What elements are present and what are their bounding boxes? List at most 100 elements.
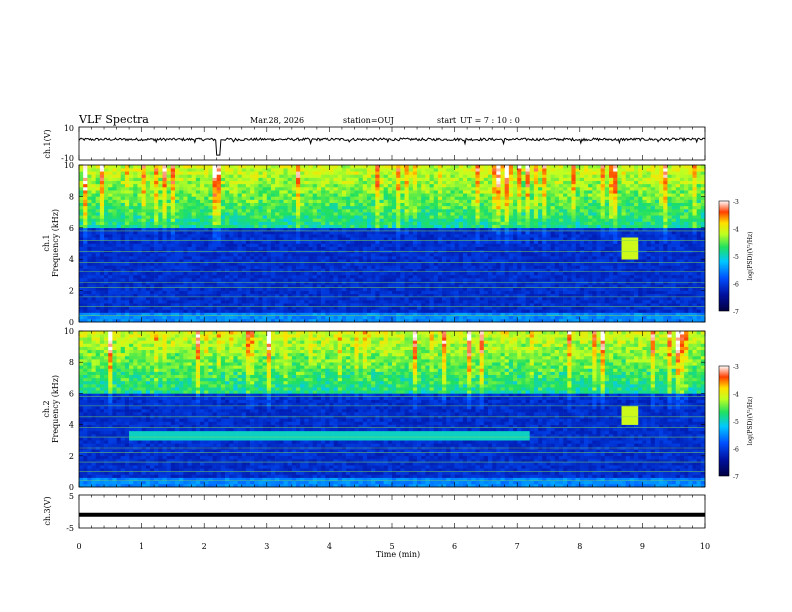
spectrogram-cell <box>366 199 372 203</box>
spectrogram-cell <box>174 296 180 301</box>
spectrogram-cell <box>245 196 251 200</box>
spectrogram-cell <box>421 205 426 210</box>
spectrogram-cell <box>462 237 468 241</box>
spectrogram-cell <box>245 165 251 169</box>
spectrogram-cell <box>279 278 284 282</box>
spectrogram-cell <box>425 212 430 216</box>
spectrogram-cell <box>333 284 339 288</box>
spectrogram-cell <box>475 212 480 216</box>
spectrogram-cell <box>149 177 155 181</box>
spectrogram-cell <box>387 300 393 304</box>
spectrogram-cell <box>237 193 243 197</box>
spectrogram-cell <box>454 312 460 317</box>
spectrogram-cell <box>245 221 251 225</box>
spectrogram-cell <box>429 309 435 313</box>
spectrogram-cell <box>179 271 184 276</box>
spectrogram-cell <box>225 243 230 247</box>
spectrogram-cell <box>471 293 476 298</box>
spectrogram-cell <box>87 296 92 301</box>
spectrogram-cell <box>325 274 330 279</box>
spectrogram-cell <box>91 284 96 288</box>
spectrogram-cell <box>379 306 384 310</box>
spectrogram-cell <box>379 218 384 222</box>
spectrogram-cell <box>387 240 393 244</box>
spectrogram-cell <box>145 196 151 200</box>
spectrogram-cell <box>429 271 435 276</box>
spectrogram-cell <box>350 230 355 235</box>
spectrogram-cell <box>158 243 163 247</box>
spectrogram-cell <box>354 256 359 260</box>
spectrogram-cell <box>237 259 243 263</box>
spectrogram-cell <box>120 234 126 238</box>
spectrogram-cell <box>404 309 409 313</box>
spectrogram-cell <box>266 212 272 216</box>
spectrogram-cell <box>366 309 372 313</box>
spectrogram-cell <box>316 177 322 181</box>
spectrogram-cell <box>225 246 230 251</box>
spectrogram-cell <box>166 212 172 216</box>
spectrogram-cell <box>350 234 355 238</box>
spectrogram-cell <box>442 306 447 310</box>
spectrogram-cell <box>387 243 393 247</box>
spectrogram-cell <box>141 205 147 210</box>
spectrogram-cell <box>446 224 451 229</box>
spectrogram-cell <box>237 262 243 266</box>
spectrogram-cell <box>108 293 113 298</box>
spectrogram-cell <box>166 180 172 185</box>
spectrogram-cell <box>270 171 276 175</box>
spectrogram-cell <box>483 274 489 279</box>
spectrogram-cell <box>421 306 426 310</box>
spectrogram-cell <box>158 212 163 216</box>
spectrogram-cell <box>183 208 188 213</box>
spectrogram-cell <box>149 174 155 178</box>
spectrogram-cell <box>450 300 455 304</box>
spectrogram-cell <box>442 168 447 172</box>
spectrogram-cell <box>479 174 485 178</box>
spectrogram-cell <box>300 265 305 269</box>
spectrogram-cell <box>91 315 96 320</box>
spectrogram-cell <box>258 278 263 282</box>
spectrogram-cell <box>467 306 472 310</box>
spectrogram-cell <box>200 309 205 313</box>
spectrogram-cell <box>266 171 272 175</box>
spectrogram-cell <box>266 265 272 269</box>
spectrogram-cell <box>383 271 389 276</box>
spectrogram-cell <box>283 240 288 244</box>
spectrogram-cell <box>170 243 176 247</box>
spectrogram-cell <box>404 300 409 304</box>
spectrogram-cell <box>387 303 393 307</box>
spectrogram-cell <box>408 262 414 266</box>
spectrogram-cell <box>425 278 430 282</box>
spectrogram-cell <box>483 252 489 257</box>
spectrogram-cell <box>216 315 222 320</box>
spectrogram-cell <box>162 237 167 241</box>
spectrogram-cell <box>446 259 451 263</box>
spectrogram-cell <box>308 177 313 181</box>
spectrogram-cell <box>233 224 238 229</box>
spectrogram-cell <box>79 224 84 229</box>
spectrogram-cell <box>91 278 96 282</box>
spectrogram-cell <box>95 240 101 244</box>
spectrogram-cell <box>112 296 117 301</box>
spectrogram-cell <box>212 196 218 200</box>
spectrogram-cell <box>296 287 301 291</box>
spectrogram-cell <box>383 268 389 273</box>
spectrogram-cell <box>79 262 84 266</box>
spectrogram-cell <box>383 224 389 229</box>
spectrogram-cell <box>437 208 443 213</box>
spectrogram-cell <box>325 186 330 191</box>
spectrogram-cell <box>358 215 364 219</box>
spectrogram-cell <box>266 215 272 219</box>
spectrogram-cell <box>296 230 301 235</box>
spectrogram-cell <box>446 262 451 266</box>
spectrogram-cell <box>396 243 401 247</box>
spectrogram-cell <box>200 274 205 279</box>
spectrogram-cell <box>220 177 226 181</box>
spectrogram-cell <box>325 180 330 185</box>
spectrogram-cell <box>321 168 326 172</box>
spectrogram-cell <box>154 186 159 191</box>
spectrogram-cell <box>442 300 447 304</box>
spectrogram-cell <box>275 180 280 185</box>
spectrogram-cell <box>187 259 192 263</box>
spectrogram-cell <box>220 246 226 251</box>
